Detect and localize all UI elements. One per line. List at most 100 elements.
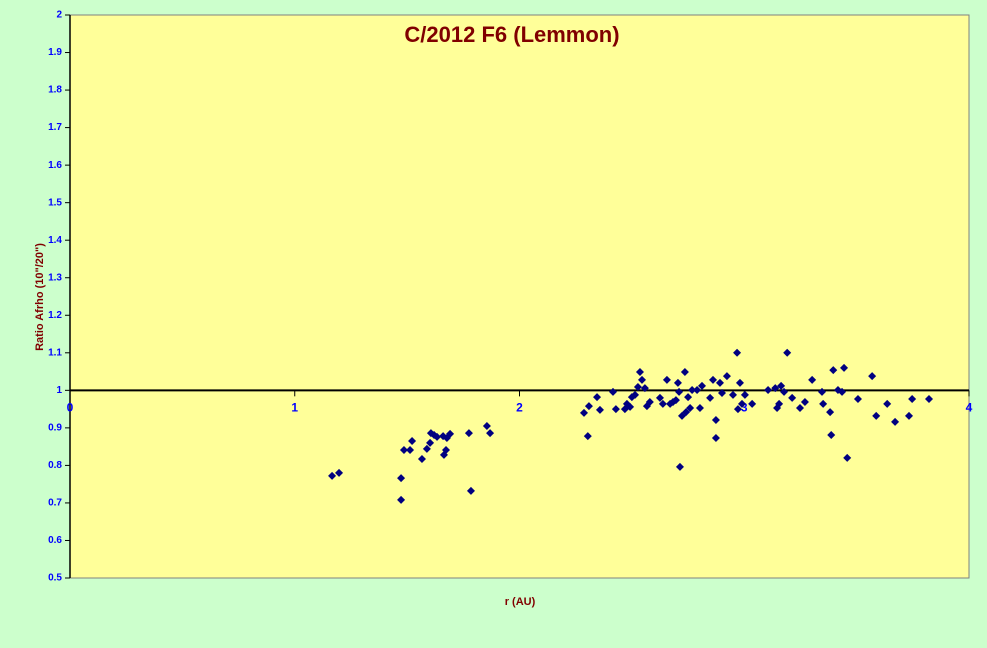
data-point (673, 378, 682, 387)
chart-title: C/2012 F6 (Lemmon) (404, 22, 619, 47)
data-point (775, 399, 784, 408)
y-tick-label: 0.5 (48, 573, 62, 584)
data-point (715, 378, 724, 387)
data-point (682, 408, 691, 417)
data-point (608, 387, 617, 396)
data-point (740, 390, 749, 399)
data-point (406, 446, 415, 455)
data-point (788, 393, 797, 402)
y-tick-label: 0.7 (48, 498, 62, 509)
data-point (883, 399, 892, 408)
x-tick-label: 0 (67, 401, 74, 415)
y-tick-label: 1.8 (48, 85, 62, 96)
y-tick-label: 1.6 (48, 160, 62, 171)
data-point (709, 375, 718, 384)
plot-area (69, 14, 970, 579)
data-point (853, 394, 862, 403)
data-point (684, 393, 693, 402)
data-point (838, 387, 847, 396)
data-point (655, 393, 664, 402)
x-axis-title: r (AU) (505, 596, 536, 608)
x-tick-label: 4 (966, 401, 973, 415)
data-point (408, 437, 417, 446)
data-point (738, 399, 747, 408)
data-point (611, 405, 620, 414)
data-point (584, 402, 593, 411)
data-point (706, 393, 715, 402)
data-point (626, 402, 635, 411)
data-point (733, 405, 742, 414)
data-point (777, 381, 786, 390)
data-point (426, 438, 435, 447)
data-point (795, 403, 804, 412)
data-point (482, 421, 491, 430)
data-point (595, 405, 604, 414)
data-point (748, 399, 757, 408)
y-tick-label: 1.5 (48, 197, 62, 208)
data-point (658, 399, 667, 408)
data-point (783, 348, 792, 357)
data-point (924, 394, 933, 403)
data-point (827, 430, 836, 439)
y-tick-label: 1 (56, 385, 62, 396)
data-point (843, 453, 852, 462)
data-point (829, 366, 838, 375)
data-point (891, 417, 900, 426)
data-point (464, 429, 473, 438)
x-tick-label: 1 (291, 401, 298, 415)
y-tick-label: 1.9 (48, 47, 62, 58)
data-point (695, 403, 704, 412)
y-tick-label: 2 (56, 10, 62, 21)
data-point (711, 415, 720, 424)
data-point (717, 388, 726, 397)
data-point (697, 381, 706, 390)
data-point (819, 399, 828, 408)
data-point (640, 384, 649, 393)
data-point (583, 432, 592, 441)
data-point (433, 432, 442, 441)
data-point (397, 474, 406, 483)
y-tick-label: 0.9 (48, 423, 62, 434)
data-point (840, 363, 849, 372)
y-tick-label: 1.3 (48, 272, 62, 283)
data-point (486, 429, 495, 438)
x-tick-label: 2 (516, 401, 523, 415)
data-point (635, 367, 644, 376)
y-tick-label: 0.8 (48, 460, 62, 471)
data-point (675, 462, 684, 471)
data-point (680, 367, 689, 376)
data-point (868, 372, 877, 381)
data-point (675, 387, 684, 396)
data-point (422, 444, 431, 453)
data-point (593, 393, 602, 402)
data-point (780, 387, 789, 396)
x-tick-label: 3 (741, 401, 748, 415)
data-point (686, 403, 695, 412)
data-point (399, 446, 408, 455)
data-point (417, 455, 426, 464)
data-point (631, 390, 640, 399)
data-point (800, 397, 809, 406)
data-point (826, 408, 835, 417)
data-point (637, 375, 646, 384)
data-point (328, 471, 337, 480)
data-point (722, 372, 731, 381)
data-point (397, 495, 406, 504)
data-point (633, 382, 642, 391)
data-point (442, 446, 451, 455)
data-point (693, 385, 702, 394)
data-point (764, 385, 773, 394)
data-point (711, 434, 720, 443)
y-tick-label: 1.1 (48, 347, 62, 358)
data-point (735, 378, 744, 387)
data-point (671, 396, 680, 405)
y-axis-title: Ratio Afrho (10"/20") (34, 243, 46, 351)
data-point (771, 384, 780, 393)
y-tick-label: 1.2 (48, 310, 62, 321)
y-tick-label: 0.6 (48, 535, 62, 546)
data-point (808, 375, 817, 384)
y-tick-label: 1.7 (48, 122, 62, 133)
data-point (335, 468, 344, 477)
